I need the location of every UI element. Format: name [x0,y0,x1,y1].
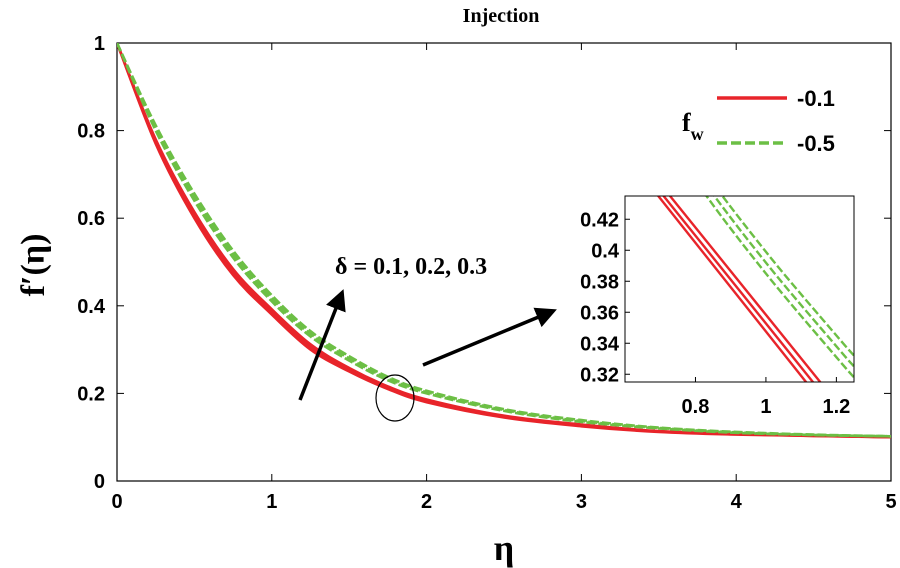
inset-y-tick-label: 0.4 [591,240,620,262]
inset-series-line-3 [668,196,822,382]
y-tick-label: 1 [94,33,105,55]
y-tick-label: 0 [94,471,105,493]
x-tick-label: 3 [576,491,587,513]
plot-area [116,42,892,482]
inset-frame [624,195,855,383]
inset-series-line-6 [720,196,854,357]
inset-y-tick-label: 0.36 [580,302,619,324]
series-line-5 [117,43,891,438]
y-tick-label: 0.8 [77,121,105,143]
x-tick-label: 5 [885,491,896,513]
inset-y-tick-label: 0.42 [580,209,619,231]
y-axis: 0 0.2 0.4 0.6 0.8 1 [77,33,891,493]
series-line-3 [117,43,891,439]
legend-label-1: -0.1 [797,86,835,111]
zoom-arrow [422,307,557,367]
x-tick-label: 2 [421,491,432,513]
inset-y-tick-label: 0.32 [580,364,619,386]
legend: fw -0.1 -0.5 [682,86,835,156]
inset-x-tick-label: 0.8 [682,396,710,418]
legend-title: fw [682,108,704,144]
y-tick-label: 0.2 [77,383,105,405]
inset-chart: 0.8 1 1.2 0.32 0.34 0.36 0.38 0.4 0.42 [580,195,855,418]
x-tick-label: 4 [731,491,743,513]
y-tick-label: 0.6 [77,208,105,230]
inset-series-line-2 [662,196,815,382]
x-axis-label: η [494,528,514,568]
inset-series-group [656,196,854,382]
y-axis-label: f′(η) [15,234,52,297]
chart-title: Injection [463,5,540,27]
legend-label-2: -0.5 [797,131,835,156]
inset-y-tick-label: 0.38 [580,271,619,293]
inset-series-line-5 [712,196,854,368]
delta-arrow [298,289,346,401]
x-tick-label: 0 [111,491,122,513]
inset-series-line-4 [705,196,854,379]
inset-x-tick-label: 1 [760,396,771,418]
inset-y-axis: 0.32 0.34 0.36 0.38 0.4 0.42 [580,209,630,386]
delta-annotation: δ = 0.1, 0.2, 0.3 [335,254,487,280]
series-line-4 [117,43,891,438]
legend-title-subscript: w [691,124,704,144]
inset-series-line-1 [656,196,808,382]
y-tick-label: 0.4 [77,296,106,318]
series-group [117,43,891,439]
inset-x-axis: 0.8 1 1.2 [682,377,850,418]
inset-x-tick-label: 1.2 [822,396,850,418]
zoom-circle [375,374,415,422]
x-tick-label: 1 [266,491,277,513]
x-axis: 0 1 2 3 4 5 [111,43,897,513]
inset-y-tick-label: 0.34 [580,333,620,355]
